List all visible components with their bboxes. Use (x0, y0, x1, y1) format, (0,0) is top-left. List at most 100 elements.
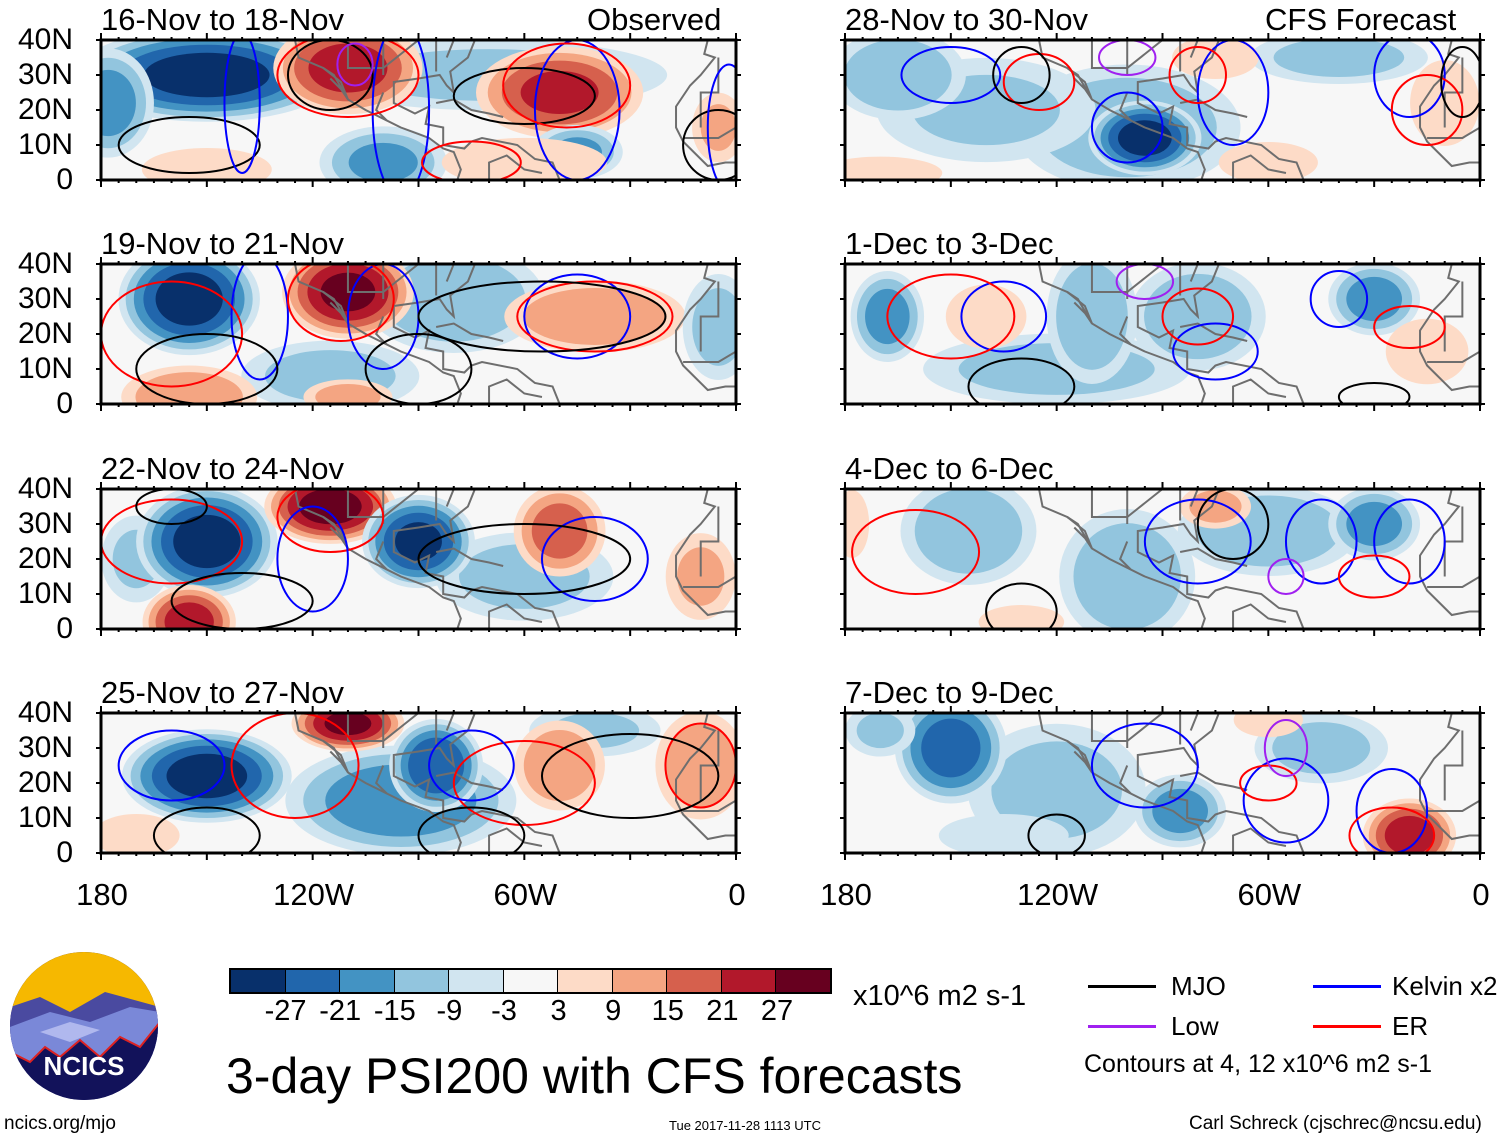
coastline (1419, 713, 1480, 841)
psi-anomaly-shading (1218, 142, 1318, 180)
psi-anomaly-shading (155, 272, 223, 326)
legend-low: Low (1171, 1011, 1219, 1041)
lat-label: 30N (17, 58, 73, 91)
forecast-label: CFS Forecast (1265, 2, 1457, 37)
lat-label: 0 (56, 387, 73, 420)
kelvin-contour (371, 40, 431, 180)
kelvin-contour (1143, 498, 1252, 585)
kelvin-contour (230, 264, 289, 381)
coastline (1118, 541, 1132, 571)
coastline (488, 154, 543, 180)
er-contour (1168, 46, 1227, 104)
coastline (1038, 264, 1206, 404)
er-line-swatch (1313, 1025, 1381, 1028)
kelvin-contour (1196, 40, 1270, 146)
lat-label: 30N (17, 507, 73, 540)
lat-label: 40N (17, 472, 73, 505)
psi-anomaly-shading (1272, 722, 1371, 774)
lon-label: 60W (1237, 877, 1302, 912)
colorbar-swatch (285, 970, 340, 992)
coastline (488, 378, 543, 404)
kelvin-line-swatch (1313, 985, 1381, 988)
lat-label: 20N (17, 766, 73, 799)
coastline (1118, 765, 1132, 795)
mjo-contour (992, 46, 1051, 104)
lat-label: 10N (17, 577, 73, 610)
er-contour (502, 42, 632, 129)
coastline (322, 740, 349, 774)
er-contour (101, 498, 244, 585)
coastline (445, 40, 455, 58)
kelvin-contour (1284, 498, 1358, 585)
kelvin-contour (1242, 757, 1330, 844)
coastline (1443, 57, 1464, 128)
colorbar-swatch (612, 970, 667, 992)
timestamp: Tue 2017-11-28 1113 UTC (669, 1118, 821, 1133)
coastline (1443, 281, 1464, 352)
panel-title: 16-Nov to 18-Nov (101, 2, 344, 37)
er-contour (1373, 305, 1446, 349)
coastline (1419, 40, 1480, 168)
mjo-contour (540, 733, 720, 819)
er-contour (1348, 806, 1436, 853)
colorbar-tick-label: -15 (373, 995, 416, 1027)
psi-anomaly-shading (914, 489, 1023, 574)
psi-anomaly-shading (692, 288, 736, 366)
website-link[interactable]: ncics.org/mjo (4, 1113, 116, 1134)
coastline (374, 92, 388, 122)
map-panel (840, 706, 1485, 860)
colorbar-tick-label: -27 (264, 995, 307, 1027)
coastline (392, 489, 561, 629)
coastline (1443, 506, 1464, 577)
panel-title: 25-Nov to 27-Nov (101, 675, 344, 710)
er-contour (851, 509, 981, 595)
kelvin-contour (1373, 498, 1446, 585)
lon-label: 0 (1472, 877, 1490, 912)
coastline (683, 799, 736, 812)
kelvin-contour (1309, 270, 1369, 328)
psi-anomaly-shading (101, 69, 136, 137)
lat-label: 30N (17, 731, 73, 764)
psi-anomaly-shading (523, 729, 596, 802)
coastline (1427, 350, 1480, 363)
colorbar-swatch (231, 970, 286, 992)
psi-anomaly-shading (1152, 788, 1208, 834)
psi-anomaly-shading (1384, 815, 1435, 853)
map-panel (96, 257, 741, 411)
lat-label: 20N (17, 93, 73, 126)
coastline (322, 67, 349, 101)
psi-anomaly-shading (845, 40, 952, 111)
legend-kelvin: Kelvin x2 (1392, 971, 1498, 1001)
coastline (1066, 291, 1093, 325)
coastline (1419, 489, 1480, 617)
psi-anomaly-shading (101, 814, 180, 853)
coastline (683, 575, 736, 588)
coastline (445, 489, 455, 507)
coastline (435, 98, 504, 118)
panel-title: 22-Nov to 24-Nov (101, 451, 344, 486)
kelvin-contour (223, 40, 261, 174)
er-contour (276, 40, 420, 118)
panel-title: 28-Nov to 30-Nov (845, 2, 1088, 37)
coastline (488, 603, 543, 629)
mjo-contour (417, 523, 632, 595)
psi-anomaly-shading (523, 288, 667, 345)
colorbar-tick-label: -3 (491, 995, 517, 1027)
colorbar-units: x10^6 m2 s-1 (853, 980, 1027, 1012)
psi-anomaly-shading (938, 814, 1069, 853)
lon-label: 120W (1017, 877, 1099, 912)
lon-label: 180 (820, 877, 872, 912)
mjo-contour (1440, 46, 1480, 118)
coastline (1189, 489, 1199, 507)
legend-mjo: MJO (1171, 971, 1226, 1001)
coastline (683, 126, 736, 139)
lon-label: 0 (728, 877, 746, 912)
colorbar-swatch (721, 970, 776, 992)
coastline (675, 264, 736, 392)
psi-anomaly-shading (1117, 120, 1172, 156)
psi-anomaly-shading (166, 753, 248, 799)
mjo-contour (1337, 382, 1411, 404)
lat-label: 10N (17, 128, 73, 161)
author-credit: Carl Schreck (cjschrec@ncsu.edu) (1189, 1113, 1482, 1134)
er-contour (421, 140, 522, 180)
